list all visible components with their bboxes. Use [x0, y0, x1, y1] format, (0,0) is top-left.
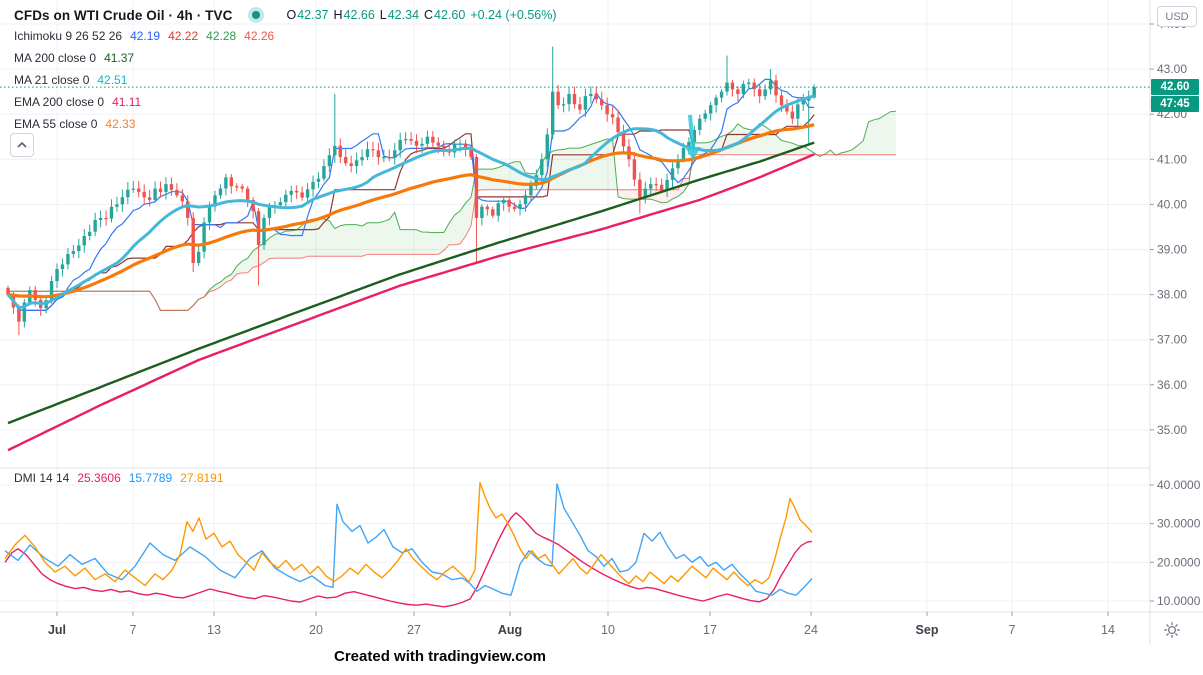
- down-arrow-annotation[interactable]: [685, 114, 701, 160]
- price-tick-label: 38.00: [1157, 288, 1187, 302]
- settings-icon[interactable]: [1163, 621, 1181, 639]
- high-value: 42.66: [343, 8, 375, 22]
- change-value: +0.24 (+0.56%): [470, 8, 557, 22]
- price-tick-label: 43.00: [1157, 62, 1187, 76]
- time-tick-label[interactable]: Sep: [916, 623, 939, 637]
- dmi-tick-label: 10.0000: [1157, 594, 1201, 608]
- legend-row-values: 42.51: [97, 73, 127, 87]
- legend-value: 42.19: [130, 29, 161, 43]
- bar-countdown-badge: 47:45: [1151, 96, 1199, 113]
- price-tick-label: 39.00: [1157, 243, 1187, 257]
- time-tick-label[interactable]: 17: [703, 623, 717, 637]
- time-tick-label[interactable]: 13: [207, 623, 221, 637]
- candlestick-series[interactable]: [6, 46, 816, 336]
- dmi-label: DMI 14 14: [14, 471, 70, 485]
- dmi-tick-label: 20.0000: [1157, 555, 1201, 569]
- legend-row-name: MA 21 close 0: [14, 73, 90, 87]
- legend-row-name: EMA 55 close 0: [14, 117, 98, 131]
- legend-value: 42.22: [168, 29, 199, 43]
- legend-row[interactable]: EMA 200 close 0 41.11: [14, 95, 274, 109]
- price-tick-label: 35.00: [1157, 423, 1187, 437]
- tradingview-watermark: Created with tradingview.com: [334, 648, 546, 665]
- time-tick-label[interactable]: Aug: [498, 623, 522, 637]
- dmi-values: 25.3606 15.7789 27.8191: [77, 471, 223, 485]
- ohlc-readout: O 42.37 H 42.66 L 42.34 C 42.60 +0.24 (+0.56…: [286, 8, 556, 22]
- legend-value: 42.33: [105, 117, 136, 131]
- last-price-badge: 42.60: [1151, 79, 1199, 96]
- dmi-tick-label: 30.0000: [1157, 517, 1201, 531]
- dmi-value: 27.8191: [180, 471, 224, 485]
- moving-average-lines: [6, 94, 815, 452]
- legend-row[interactable]: Ichimoku 9 26 52 26 42.19 42.22 42.28 42.26: [14, 29, 274, 43]
- close-value: 42.60: [434, 8, 466, 22]
- open-label: O: [286, 8, 297, 22]
- time-tick-label[interactable]: 20: [309, 623, 323, 637]
- legend-row-name: MA 200 close 0: [14, 51, 97, 65]
- ichimoku-lines: [7, 78, 815, 311]
- collapse-indicators-button[interactable]: [10, 133, 34, 157]
- price-tick-label: 40.00: [1157, 197, 1187, 211]
- time-tick-label[interactable]: 7: [1009, 623, 1016, 637]
- legend-row[interactable]: EMA 55 close 0 42.33: [14, 117, 274, 131]
- time-tick-label[interactable]: 24: [804, 623, 818, 637]
- chevron-up-icon: [17, 142, 27, 148]
- price-tick-label: 37.00: [1157, 333, 1187, 347]
- symbol-title[interactable]: CFDs on WTI Crude Oil · 4h · TVC: [14, 7, 233, 23]
- legend-row[interactable]: MA 21 close 0 42.51: [14, 73, 274, 87]
- legend-value: 42.26: [244, 29, 275, 43]
- legend-row-values: 41.11: [112, 95, 141, 109]
- time-tick-label[interactable]: 14: [1101, 623, 1115, 637]
- market-status-icon: [248, 7, 265, 23]
- legend-row-values: 41.37: [104, 51, 134, 65]
- indicator-legend: Ichimoku 9 26 52 26 42.19 42.22 42.28 42.26 M…: [14, 29, 274, 139]
- time-tick-label[interactable]: Jul: [48, 623, 66, 637]
- legend-value: 41.11: [112, 95, 142, 109]
- legend-row-values: 42.19 42.22 42.28 42.26: [130, 29, 274, 43]
- price-tick-label: 36.00: [1157, 378, 1187, 392]
- dmi-line-+DI: [4, 483, 813, 596]
- dmi-value: 15.7789: [128, 471, 173, 485]
- dmi-tick-label: 40.0000: [1157, 478, 1201, 492]
- legend-value: 41.37: [104, 51, 135, 65]
- low-value: 42.34: [387, 8, 420, 22]
- time-tick-label[interactable]: 7: [130, 623, 137, 637]
- legend-value: 42.51: [97, 73, 128, 87]
- ichimoku-cloud: [8, 110, 896, 311]
- dmi-series: [4, 482, 813, 608]
- legend-row-name: EMA 200 close 0: [14, 95, 105, 109]
- dmi-line--DI: [4, 482, 813, 587]
- dmi-value: 25.3606: [77, 471, 121, 485]
- time-tick-label[interactable]: 10: [601, 623, 615, 637]
- low-label: L: [379, 8, 387, 22]
- high-label: H: [333, 8, 343, 22]
- close-label: C: [424, 8, 434, 22]
- legend-row-values: 42.33: [105, 117, 135, 131]
- dmi-legend[interactable]: DMI 14 14 25.3606 15.7789 27.8191: [14, 471, 224, 485]
- open-value: 42.37: [297, 8, 329, 22]
- dmi-line-ADX: [4, 512, 813, 608]
- legend-row-name: Ichimoku 9 26 52 26: [14, 29, 123, 43]
- currency-toggle-button[interactable]: USD: [1157, 6, 1197, 27]
- legend-value: 42.28: [206, 29, 237, 43]
- price-tick-label: 41.00: [1157, 152, 1187, 166]
- time-tick-label[interactable]: 27: [407, 623, 421, 637]
- legend-row[interactable]: MA 200 close 0 41.37: [14, 51, 274, 65]
